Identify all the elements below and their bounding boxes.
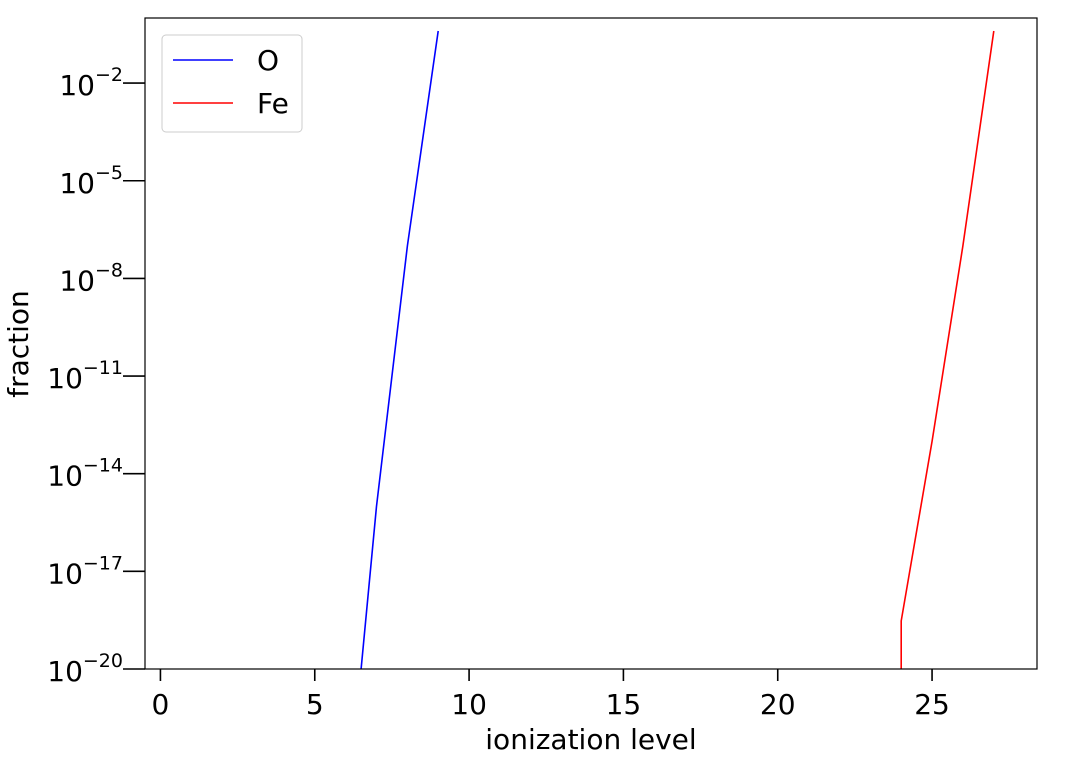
series-layer — [360, 30, 995, 670]
y-tick-label--5: 10−5 — [59, 162, 123, 200]
x-tick-label-20: 20 — [760, 688, 796, 721]
y-tick-label--17: 10−17 — [47, 552, 123, 590]
legend-label-fe: Fe — [257, 87, 289, 120]
x-tick-label-5: 5 — [306, 688, 324, 721]
x-axis: 0 5 10 15 20 25 — [152, 669, 950, 721]
y-tick-label--2: 10−2 — [59, 64, 123, 102]
x-tick-label-25: 25 — [914, 688, 950, 721]
series-line-fe — [900, 30, 995, 669]
y-axis: 10−2 10−5 10−8 10−11 10−14 10−17 10−20 — [47, 64, 145, 688]
x-tick-label-0: 0 — [152, 688, 170, 721]
y-tick-label--8: 10−8 — [59, 259, 123, 297]
x-tick-label-15: 15 — [606, 688, 642, 721]
legend: O Fe — [161, 34, 303, 133]
y-tick-label--20: 10−20 — [47, 650, 123, 688]
legend-label-o: O — [257, 44, 279, 77]
x-axis-label: ionization level — [485, 723, 696, 756]
plot-frame — [144, 17, 1038, 670]
x-tick-label-10: 10 — [451, 688, 487, 721]
series-line-o — [360, 30, 439, 670]
y-tick-label--11: 10−11 — [47, 357, 123, 395]
y-tick-label--14: 10−14 — [47, 455, 123, 493]
y-axis-label: fraction — [2, 290, 35, 398]
